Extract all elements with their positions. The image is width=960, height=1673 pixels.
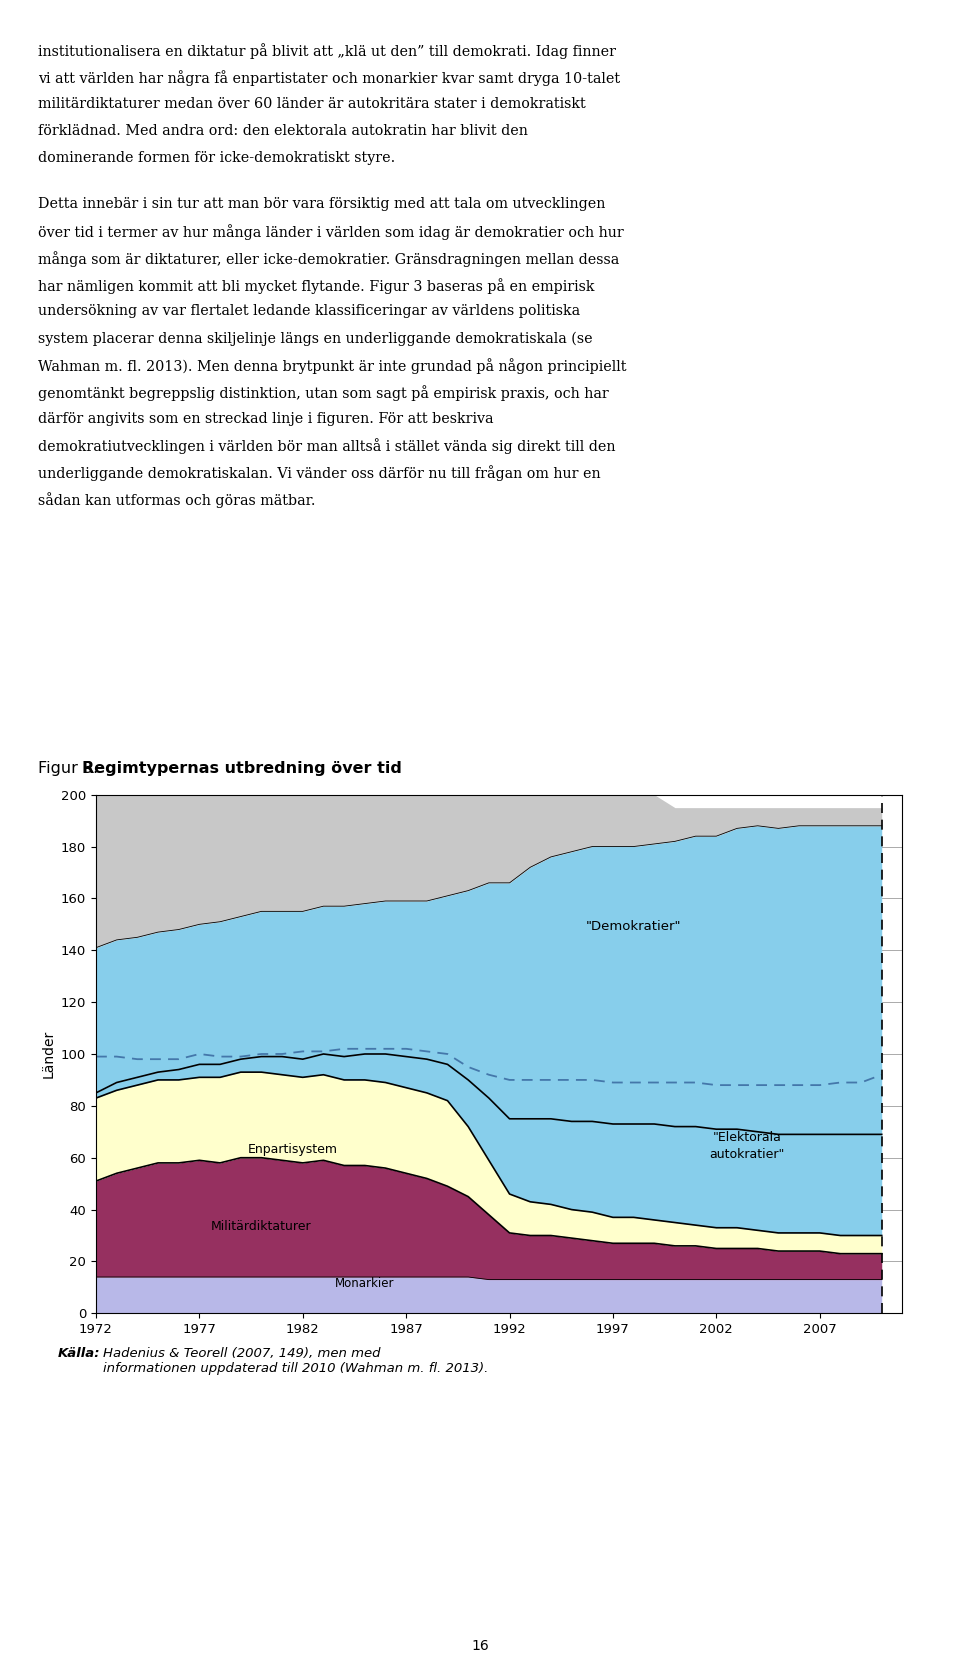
Text: förklädnad. Med andra ord: den elektorala autokratin har blivit den: förklädnad. Med andra ord: den elektoral… bbox=[38, 124, 528, 137]
Y-axis label: Länder: Länder bbox=[41, 1031, 56, 1077]
Text: Militärdiktaturer: Militärdiktaturer bbox=[211, 1220, 312, 1233]
Text: dominerande formen för icke-demokratiskt styre.: dominerande formen för icke-demokratiskt… bbox=[38, 151, 396, 164]
Text: Detta innebär i sin tur att man bör vara försiktig med att tala om utvecklingen: Detta innebär i sin tur att man bör vara… bbox=[38, 197, 606, 211]
Text: har nämligen kommit att bli mycket flytande. Figur 3 baseras på en empirisk: har nämligen kommit att bli mycket flyta… bbox=[38, 278, 595, 293]
Text: Figur 3.: Figur 3. bbox=[38, 761, 104, 776]
Text: "Demokratier": "Demokratier" bbox=[586, 920, 682, 932]
Text: Regimtypernas utbredning över tid: Regimtypernas utbredning över tid bbox=[82, 761, 401, 776]
Text: underliggande demokratiskalan. Vi vänder oss därför nu till frågan om hur en: underliggande demokratiskalan. Vi vänder… bbox=[38, 465, 601, 480]
Text: Källa:: Källa: bbox=[58, 1347, 100, 1360]
Text: "Elektorala
autokratier": "Elektorala autokratier" bbox=[709, 1131, 785, 1161]
Text: militärdiktaturer medan över 60 länder är autokritära stater i demokratiskt: militärdiktaturer medan över 60 länder ä… bbox=[38, 97, 587, 110]
Text: undersökning av var flertalet ledande klassificeringar av världens politiska: undersökning av var flertalet ledande kl… bbox=[38, 304, 581, 318]
Text: sådan kan utformas och göras mätbar.: sådan kan utformas och göras mätbar. bbox=[38, 492, 316, 507]
Text: över tid i termer av hur många länder i världen som idag är demokratier och hur: över tid i termer av hur många länder i … bbox=[38, 224, 624, 239]
Text: system placerar denna skiljelinje längs en underliggande demokratiskala (se: system placerar denna skiljelinje längs … bbox=[38, 331, 593, 346]
Text: därför angivits som en streckad linje i figuren. För att beskriva: därför angivits som en streckad linje i … bbox=[38, 412, 493, 425]
Text: många som är diktaturer, eller icke-demokratier. Gränsdragningen mellan dessa: många som är diktaturer, eller icke-demo… bbox=[38, 251, 619, 266]
Text: Wahman m. fl. 2013). Men denna brytpunkt är inte grundad på någon principiellt: Wahman m. fl. 2013). Men denna brytpunkt… bbox=[38, 358, 627, 373]
Text: vi att världen har några få enpartistater och monarkier kvar samt dryga 10-talet: vi att världen har några få enpartistate… bbox=[38, 70, 620, 85]
Text: Monarkier: Monarkier bbox=[335, 1278, 395, 1290]
Text: 16: 16 bbox=[471, 1640, 489, 1653]
Text: Hadenius & Teorell (2007, 149), men med
informationen uppdaterad till 2010 (Wahm: Hadenius & Teorell (2007, 149), men med … bbox=[103, 1347, 488, 1375]
Text: demokratiutvecklingen i världen bör man alltså i stället vända sig direkt till d: demokratiutvecklingen i världen bör man … bbox=[38, 438, 616, 453]
Text: institutionalisera en diktatur på blivit att „klä ut den” till demokrati. Idag f: institutionalisera en diktatur på blivit… bbox=[38, 43, 616, 59]
Text: Enpartisystem: Enpartisystem bbox=[248, 1143, 337, 1156]
Text: genomtänkt begreppslig distinktion, utan som sagt på empirisk praxis, och har: genomtänkt begreppslig distinktion, utan… bbox=[38, 385, 610, 400]
